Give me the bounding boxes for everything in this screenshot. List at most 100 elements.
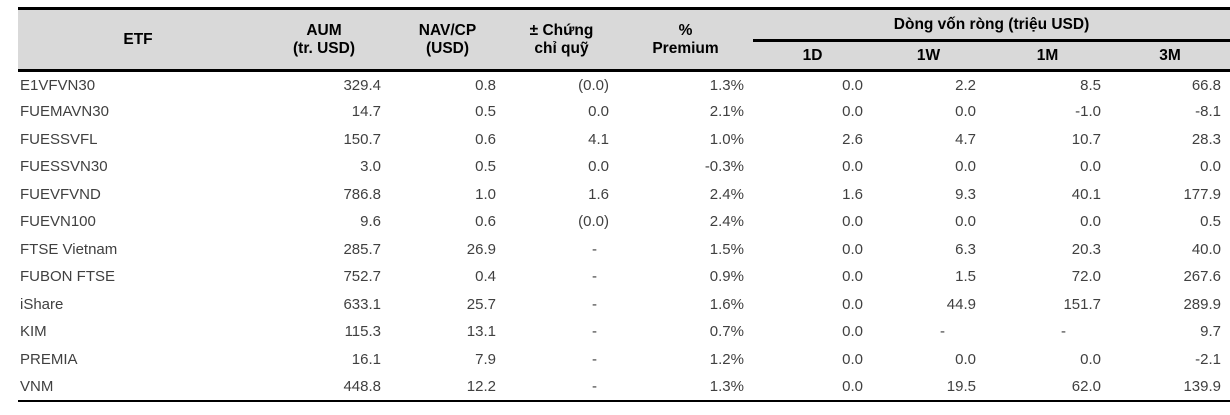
value-cell: 177.9 [1183,185,1222,203]
value-cell: 6.3 [955,240,976,258]
value-cell: 0.0 [955,213,976,231]
value-cell: 44.9 [946,295,976,313]
value-cell: 1.6 [842,185,863,203]
col-header-premium: % Premium [618,8,753,72]
value-cell: 0.0 [842,350,863,368]
table-row: FUESSVN30 3.0 0.5 0.0 -0.3% 0.0 0.0 0.0 0.0 [18,153,1230,181]
value-cell: 10.7 [1071,130,1101,148]
value-cell: 0.0 [955,350,976,368]
value-cell: -1.0 [1075,103,1101,121]
col-header-aum: AUM (tr. USD) [258,8,390,72]
value-cell: 0.0 [842,268,863,286]
etf-name-cell: KIM [20,323,47,341]
etf-name-cell: VNM [18,373,258,402]
value-cell: 0.5 [475,103,496,121]
value-cell: 28.3 [1191,130,1222,148]
value-cell: 4.7 [955,130,976,148]
etf-name-cell: FUBON FTSE [20,268,116,286]
table-row: VNM 448.8 12.2-1.3% 0.0 19.5 62.0 139.9 [18,373,1230,402]
value-cell: 16.1 [351,350,381,368]
value-cell: (0.0) [578,213,609,231]
value-cell: 0.9% [709,268,744,286]
value-cell: 62.0 [985,373,1110,402]
col-header-aum-line1: AUM [306,21,342,39]
value-cell: 633.1 [343,295,381,313]
table-row: PREMIA 16.1 7.9 - 1.2% 0.0 0.0 0.0 -2.1 [18,346,1230,374]
col-header-premium-line1: % [678,21,693,39]
etf-name-cell: FTSE Vietnam [20,240,118,258]
value-cell: - [1061,323,1066,341]
table-row: FUEVFVND 786.8 1.0 1.6 2.4% 1.6 9.3 40.1 177.9 [18,181,1230,209]
col-header-1w: 1W [872,40,985,72]
table-row: FUBON FTSE 752.7 0.4 - 0.9% 0.0 1.5 72.0 267.6 [18,263,1230,291]
value-cell: - [592,323,597,341]
report-page: ETF AUM (tr. USD) NAV/CP (USD) ± Chứng c… [18,7,1230,402]
value-cell: 0.0 [842,76,863,94]
col-header-fund-cert-change-line2: chỉ quỹ [534,39,589,57]
value-cell: 0.0 [1080,158,1101,176]
value-cell: 20.3 [1071,240,1101,258]
value-cell: 0.0 [1080,213,1101,231]
table-row: E1VFVN30 329.4 0.8 (0.0) 1.3% 0.0 2.2 8.5 66.8 [18,71,1230,99]
col-header-aum-line2: (tr. USD) [293,39,355,57]
value-cell: 329.4 [343,76,381,94]
col-header-premium-line2: Premium [652,39,719,57]
value-cell: 7.9 [475,350,496,368]
value-cell: 2.1% [709,103,744,121]
col-header-fund-cert-change-line1: ± Chứng [529,21,594,39]
value-cell: 4.1 [588,130,609,148]
value-cell: 0.0 [588,158,609,176]
value-cell: 9.7 [1200,323,1222,341]
value-cell: 0.0 [842,103,863,121]
value-cell: 448.8 [258,373,390,402]
value-cell: 151.7 [1063,295,1101,313]
value-cell: - [592,268,597,286]
table-row: FTSE Vietnam 285.7 26.9 - 1.5% 0.0 6.3 20.3 40.0 [18,236,1230,264]
col-header-nav-line1: NAV/CP [418,21,477,39]
col-header-fund-cert-change: ± Chứng chỉ quỹ [505,8,618,72]
etf-name-cell: FUEMAVN30 [20,103,109,121]
value-cell: 1.5% [709,240,744,258]
etf-name-cell: PREMIA [20,350,78,368]
value-cell: 0.0 [955,158,976,176]
value-cell: 0.5 [475,158,496,176]
value-cell: 1.6% [709,295,744,313]
value-cell: 3.0 [360,158,381,176]
col-header-nav-line2: (USD) [425,39,470,57]
value-cell: - [940,323,945,341]
etf-name-cell: iShare [20,295,64,313]
etf-name-cell: FUEVFVND [20,185,101,203]
value-cell: 139.9 [1110,373,1230,402]
value-cell: 40.1 [1071,185,1101,203]
header-row-sub: 1D 1W 1M 3M [18,40,1230,72]
etf-flows-table: ETF AUM (tr. USD) NAV/CP (USD) ± Chứng c… [18,7,1230,402]
table-row: KIM 115.3 13.1 - 0.7% 0.0 - - 9.7 [18,318,1230,346]
col-header-1m: 1M [985,40,1110,72]
value-cell: 14.7 [351,103,381,121]
table-row: FUESSVFL 150.7 0.6 4.1 1.0% 2.6 4.7 10.7 28.3 [18,126,1230,154]
value-cell: 72.0 [1071,268,1101,286]
value-cell: 115.3 [344,323,381,341]
value-cell: 40.0 [1191,240,1222,258]
value-cell: 0.0 [842,295,863,313]
value-cell: 267.6 [1183,268,1222,286]
value-cell: 786.8 [343,185,381,203]
col-header-etf: ETF [18,8,258,72]
value-cell: 0.0 [588,103,609,121]
value-cell: 0.0 [842,240,863,258]
value-cell: 12.2 [390,373,505,402]
value-cell: - [505,373,618,402]
value-cell: -0.3% [704,158,744,176]
value-cell: 1.0 [475,185,496,203]
etf-name-cell: E1VFVN30 [20,76,96,94]
value-cell: 9.3 [955,185,976,203]
etf-name-cell: FUESSVN30 [20,158,108,176]
value-cell: 0.6 [475,130,496,148]
value-cell: 0.0 [842,158,863,176]
value-cell: 2.4% [709,185,744,203]
value-cell: 1.0% [709,130,744,148]
value-cell: 289.9 [1183,295,1222,313]
table-body: E1VFVN30 329.4 0.8 (0.0) 1.3% 0.0 2.2 8.5 66.8 FU… [18,71,1230,402]
value-cell: 66.8 [1191,76,1222,94]
table-row: FUEVN100 9.6 0.6 (0.0) 2.4% 0.0 0.0 0.0 0.5 [18,208,1230,236]
